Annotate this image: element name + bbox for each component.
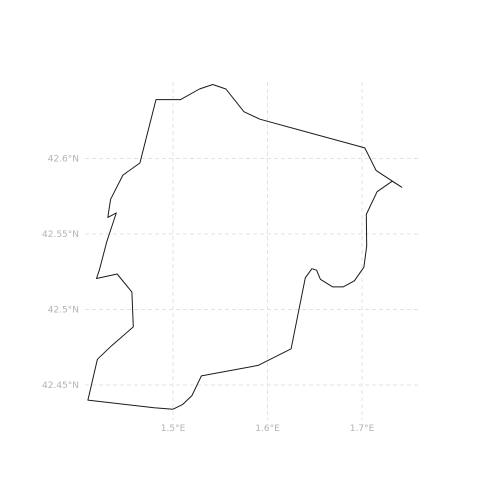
lon-tick-label: 1.6°E	[255, 424, 280, 434]
lat-tick-label: 42.45°N	[42, 381, 79, 391]
region-outline	[87, 84, 403, 410]
graticule	[85, 82, 418, 420]
lon-tick-label: 1.5°E	[161, 424, 186, 434]
lon-tick-label: 1.7°E	[350, 424, 375, 434]
lat-tick-label: 42.5°N	[48, 306, 79, 316]
tick-labels: 1.5°E 1.6°E 1.7°E 42.45°N 42.5°N 42.55°N 42.6°…	[42, 155, 375, 435]
region-layer	[87, 84, 403, 410]
lat-tick-label: 42.55°N	[42, 230, 79, 240]
lat-tick-label: 42.6°N	[48, 155, 79, 165]
